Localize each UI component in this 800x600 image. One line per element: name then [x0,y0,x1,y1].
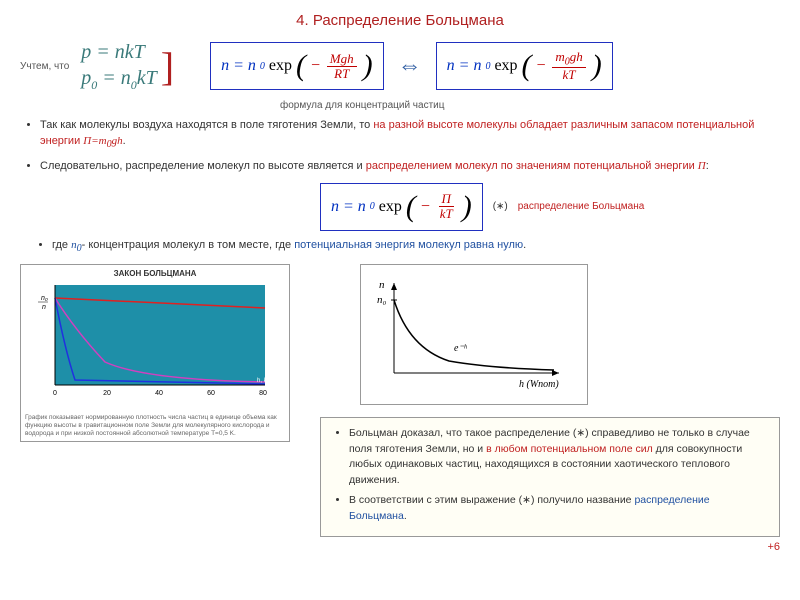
chart-boltzmann-law: ЗАКОН БОЛЬЦМАНА n₀ n 0 20 40 60 80 [20,264,290,442]
double-arrow-icon: ⇔ [398,52,422,80]
equation-row-1: Учтем, что p = nkT p0 = n0kT ] n = n0 ex… [20,37,780,96]
bullet-1: Так как молекулы воздуха находятся в пол… [40,117,780,153]
formula-box-2: n = n0 exp ( − m0ghkT ) [436,42,613,90]
chart1-caption: График показывает нормированную плотност… [25,414,285,437]
formula-box-3: n = n0 exp ( − ПkT ) [320,183,483,231]
equation-row-2: n = n0 exp ( − ПkT ) (∗) распределение Б… [320,183,780,231]
boltzmann-label: распределение Больцмана [518,201,645,212]
bullet-2: Следовательно, распределение молекул по … [40,158,780,175]
svg-text:60: 60 [207,390,215,397]
svg-text:n: n [42,304,46,311]
svg-text:0: 0 [53,390,57,397]
svg-text:h, kт: h, kт [257,378,270,384]
bullet-3-list: где n0- концентрация молекул в том месте… [20,237,780,256]
box-bullet-1: Больцман доказал, что такое распределени… [349,426,769,489]
svg-text:80: 80 [259,390,267,397]
svg-text:n₀: n₀ [377,294,387,306]
svg-text:h (Wпот): h (Wпот) [519,379,559,390]
pressure-equations: p = nkT p0 = n0kT [77,37,161,96]
svg-text:20: 20 [103,390,111,397]
note-left: Учтем, что [20,61,69,72]
page-number: +6 [20,541,780,553]
formula-box-1: n = n0 exp ( − MghRT ) [210,42,384,90]
star-marker: (∗) [493,201,508,212]
svg-text:e⁻ʰ: e⁻ʰ [454,343,468,354]
svg-text:n₀: n₀ [41,295,48,302]
bullet-3: где n0- концентрация молекул в том месте… [52,237,780,256]
page-title: 4. Распределение Больцмана [20,12,780,29]
conclusion-box: Больцман доказал, что такое распределени… [320,417,780,538]
formula-caption: формула для концентраций частиц [280,100,780,111]
svg-text:40: 40 [155,390,163,397]
box-bullet-2: В соответствии с этим выражение (∗) полу… [349,493,769,525]
chart1-title: ЗАКОН БОЛЬЦМАНА [25,269,285,278]
main-bullets: Так как молекулы воздуха находятся в пол… [20,117,780,175]
chart-exponential: n n₀ e⁻ʰ h (Wпот) [360,264,588,405]
svg-text:n: n [379,279,385,291]
